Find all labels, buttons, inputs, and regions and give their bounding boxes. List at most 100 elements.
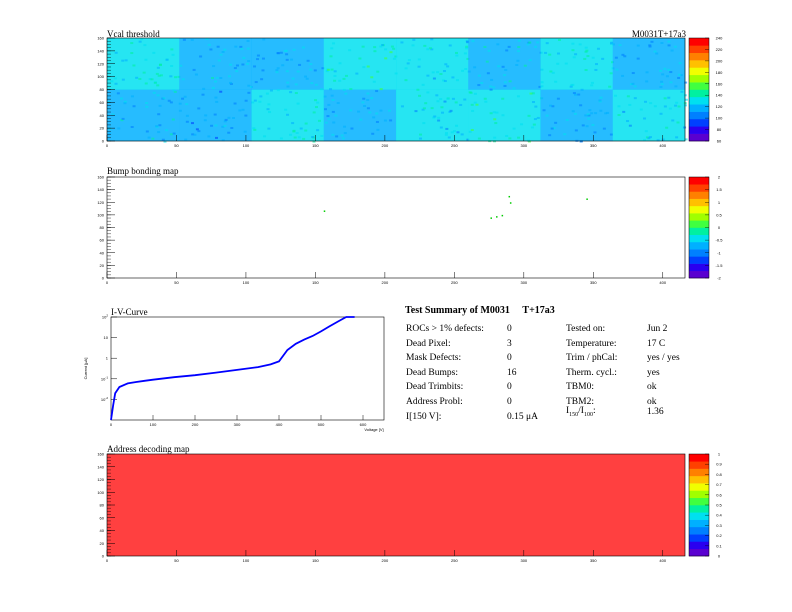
vcal-pixel (475, 104, 478, 106)
summary-title-suffix: T+17a3 (522, 305, 554, 316)
vcal-pixel (426, 91, 429, 93)
vcal-colorbar-band (689, 126, 709, 134)
vcal-pixel (310, 82, 313, 84)
vcal-pixel (664, 105, 667, 107)
vcal-pixel (536, 41, 539, 43)
vcal-pixel (338, 80, 341, 82)
vcal-pixel (108, 66, 111, 68)
vcal-pixel (276, 52, 279, 54)
iv-xtick-label: 400 (276, 422, 283, 427)
vcal-ytick-label: 20 (100, 126, 105, 131)
vcal-pixel (671, 119, 674, 121)
vcal-pixel (131, 95, 134, 97)
vcal-pixel (590, 112, 593, 114)
vcal-pixel (508, 46, 511, 48)
vcal-pixel (552, 72, 555, 74)
vcal-pixel (193, 134, 196, 136)
bump-ytick-label: 40 (100, 250, 105, 255)
bump-title: Bump bonding map (107, 166, 179, 176)
vcal-ytick-label: 100 (97, 74, 104, 79)
vcal-pixel (284, 109, 287, 111)
vcal-pixel (266, 108, 269, 110)
vcal-pixel (574, 113, 577, 115)
vcal-colorbar-label: 120 (716, 104, 723, 109)
vcal-pixel (628, 104, 631, 106)
vcal-pixel (501, 114, 504, 116)
vcal-pixel (256, 58, 259, 60)
bump-xtick-label: 50 (174, 280, 179, 285)
address-ytick-label: 60 (100, 515, 105, 520)
vcal-pixel (581, 89, 584, 91)
vcal-pixel (608, 86, 611, 88)
vcal-pixel (464, 68, 467, 70)
vcal-pixel (477, 84, 480, 86)
vcal-pixel (201, 94, 204, 96)
vcal-pixel (258, 101, 261, 103)
vcal-pixel (331, 95, 334, 97)
vcal-colorbar-band (689, 38, 709, 46)
vcal-pixel (446, 65, 449, 67)
vcal-pixel (497, 65, 500, 67)
bump-colorbar-band (689, 256, 709, 264)
vcal-pixel (309, 69, 312, 71)
vcal-pixel (255, 81, 258, 83)
bump-ytick-label: 20 (100, 263, 105, 268)
vcal-pixel (286, 114, 289, 116)
vcal-pixel (674, 46, 677, 48)
vcal-colorbar-label: 140 (716, 93, 723, 98)
vcal-pixel (295, 83, 298, 85)
bump-colorbar-label: 0.5 (716, 212, 722, 217)
vcal-colorbar-label: 100 (716, 116, 723, 121)
vcal-pixel (234, 67, 237, 69)
bump-colorbar-band (689, 228, 709, 236)
iv-ytick-exp: -2 (105, 396, 108, 400)
summary-left-value-1: 3 (507, 339, 512, 349)
vcal-pixel (170, 48, 173, 50)
vcal-pixel (342, 137, 345, 139)
vcal-pixel (157, 94, 160, 96)
vcal-pixel (557, 98, 560, 100)
vcal-pixel (446, 98, 449, 100)
summary-right-label-2: Trim / phCal: (566, 353, 617, 363)
vcal-pixel (509, 80, 512, 82)
bump-colorbar-label: 1 (718, 200, 721, 205)
vcal-pixel (330, 55, 333, 57)
vcal-pixel (670, 81, 673, 83)
vcal-pixel (455, 52, 458, 54)
vcal-pixel (551, 128, 554, 130)
bump-colorbar-band (689, 235, 709, 243)
vcal-pixel (634, 85, 637, 87)
vcal-pixel (277, 67, 280, 69)
bump-xtick-label: 100 (243, 280, 250, 285)
vcal-pixel (493, 118, 496, 120)
vcal-pixel (162, 139, 165, 141)
bump-colorbar-band (689, 213, 709, 221)
vcal-pixel (655, 52, 658, 54)
vcal-pixel (663, 68, 666, 70)
vcal-pixel (148, 137, 151, 139)
summary-left-label-0: ROCs > 1% defects: (406, 324, 484, 334)
vcal-pixel (667, 97, 670, 99)
vcal-pixel (316, 129, 319, 131)
vcal-pixel (459, 104, 462, 106)
vcal-pixel (268, 111, 271, 113)
vcal-pixel (214, 97, 217, 99)
vcal-pixel (350, 128, 353, 130)
vcal-pixel (456, 131, 459, 133)
vcal-pixel (492, 86, 495, 88)
bump-colorbar-label: -1 (717, 250, 721, 255)
vcal-pixel (585, 51, 588, 53)
vcal-pixel (676, 121, 679, 123)
vcal-pixel (219, 91, 222, 93)
vcal-pixel (225, 119, 228, 121)
vcal-pixel (591, 124, 594, 126)
summary-right-label-3: Therm. cycl.: (566, 368, 617, 378)
vcal-heatmap: 0204060801001201401600 50 100 150 200 250 300 3… (97, 36, 723, 149)
vcal-pixel (345, 75, 348, 77)
vcal-pixel (433, 115, 436, 117)
vcal-pixel (247, 85, 250, 87)
vcal-pixel (401, 105, 404, 107)
vcal-roc-cell (324, 38, 396, 90)
vcal-pixel (168, 100, 171, 102)
vcal-xtick-label: 100 (243, 143, 250, 148)
